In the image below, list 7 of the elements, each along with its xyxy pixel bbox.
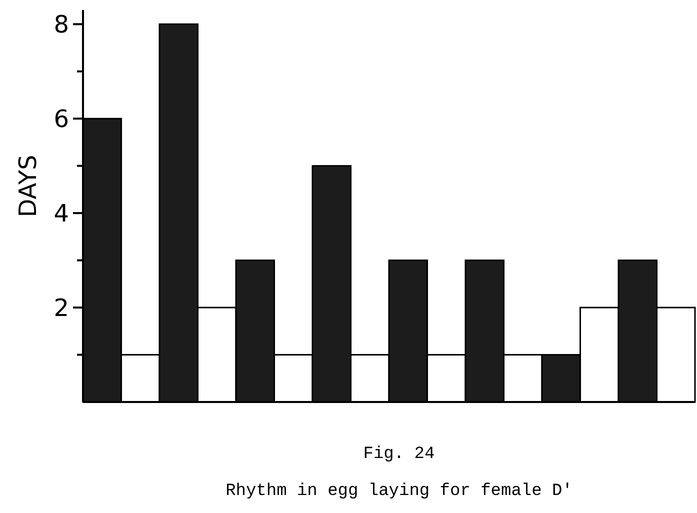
caption: Fig. 24: [363, 445, 435, 464]
y-axis-title: DAYS: [14, 154, 42, 218]
y-tick-label: 6: [54, 105, 69, 134]
y-tick-label: 4: [54, 199, 69, 228]
y-tick-label: 2: [54, 294, 69, 322]
text: Rhythm in egg laying for female D': [226, 482, 572, 501]
y-tick-label: 8: [54, 10, 69, 39]
